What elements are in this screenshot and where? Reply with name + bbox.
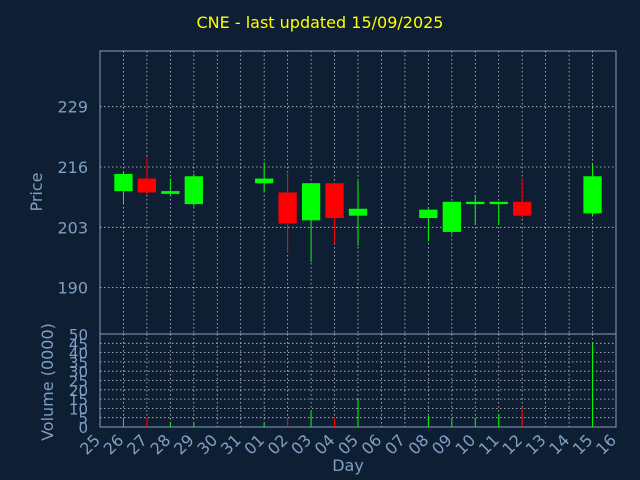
candle-body <box>301 183 321 221</box>
volume-tick-label: 40 <box>69 345 88 363</box>
candle-body <box>489 201 508 205</box>
price-tick-label: 190 <box>57 279 88 298</box>
candle-body <box>419 209 438 219</box>
price-panel: 190 203 216 229 <box>57 50 617 335</box>
volume-tick-label: 25 <box>69 373 88 391</box>
chart-title: CNE - last updated 15/09/2025 <box>196 13 444 32</box>
candle-body <box>255 178 274 184</box>
candle-body <box>278 192 297 224</box>
candle-body <box>325 183 344 219</box>
price-tick-label: 203 <box>57 218 88 237</box>
x-tick-label: 16 <box>592 431 620 459</box>
candle-body <box>583 176 602 214</box>
volume-tick-label: 45 <box>69 335 88 353</box>
x-axis: 2526272829303101020304050607080910111213… <box>76 431 620 459</box>
volume-tick-label: 30 <box>69 363 88 381</box>
volume-tick-label: 50 <box>69 326 88 344</box>
candle-body <box>442 201 461 232</box>
price-tick-label: 216 <box>57 158 88 177</box>
candle-body <box>348 208 368 216</box>
volume-tick-label: 20 <box>69 382 88 400</box>
candle-body <box>513 201 532 216</box>
x-axis-label: Day <box>332 456 364 475</box>
price-axis-label: Price <box>27 172 46 211</box>
volume-tick-label: 10 <box>69 400 88 418</box>
volume-axis-label: Volume (0000) <box>38 323 57 441</box>
candle-body <box>161 191 180 194</box>
price-tick-label: 229 <box>57 98 88 117</box>
volume-tick-label: 5 <box>78 410 88 428</box>
candle-body <box>137 178 157 193</box>
candle-body <box>466 201 485 205</box>
candle-body <box>114 173 133 192</box>
volume-tick-label: 35 <box>69 354 88 372</box>
volume-tick-label: 0 <box>78 419 88 437</box>
candle-body <box>184 176 203 205</box>
volume-tick-label: 15 <box>69 391 88 409</box>
